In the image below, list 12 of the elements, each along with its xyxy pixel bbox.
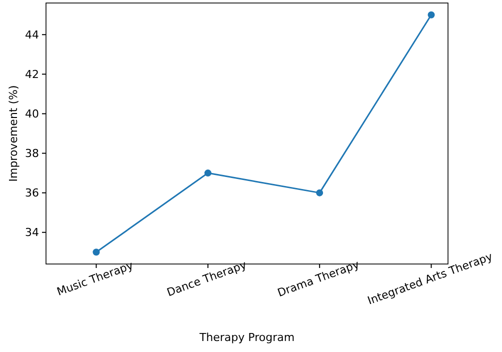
y-tick-label: 38	[25, 147, 39, 160]
point	[204, 170, 212, 177]
point	[428, 11, 435, 18]
y-tick-label: 36	[25, 186, 39, 200]
point	[92, 248, 100, 256]
x-axis-title: Therapy Program	[198, 331, 295, 344]
y-tick-label: 42	[25, 68, 39, 82]
y-tick-label: 40	[25, 108, 39, 121]
y-tick-label: 34	[25, 226, 39, 240]
y-axis-title: Improvement (%)	[7, 85, 20, 182]
point	[316, 189, 324, 196]
y-tick-label: 44	[25, 28, 39, 42]
